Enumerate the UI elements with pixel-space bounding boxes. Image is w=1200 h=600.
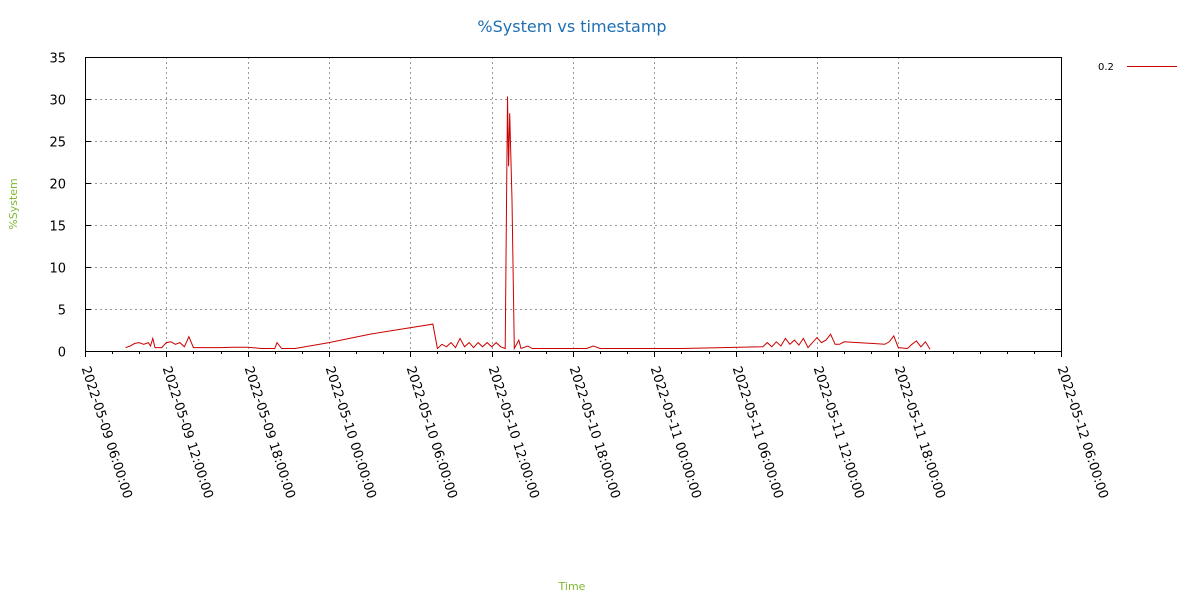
x-tick-label: 2022-05-10 12:00:00 <box>485 365 542 501</box>
x-tick-label: 2022-05-11 06:00:00 <box>729 365 786 501</box>
series-line <box>125 96 931 351</box>
x-tick-label: 2022-05-09 18:00:00 <box>241 365 298 501</box>
x-tick-label: 2022-05-11 12:00:00 <box>810 365 867 501</box>
grid <box>85 57 1061 351</box>
x-tick-label: 2022-05-09 06:00:00 <box>78 365 135 501</box>
x-tick-label: 2022-05-10 18:00:00 <box>566 365 623 501</box>
y-axis-title: %System <box>7 178 20 229</box>
legend-label: 0.2 <box>1098 62 1114 73</box>
x-tick-label: 2022-05-12 06:00:00 <box>1054 365 1111 501</box>
x-tick-label: 2022-05-11 18:00:00 <box>891 365 948 501</box>
y-tick-label: 0 <box>58 346 66 361</box>
y-tick-label: 35 <box>49 52 66 67</box>
x-axis-title: Time <box>558 580 586 593</box>
axis-ticks: 0 5 10 15 20 25 30 35 2022-05-09 06:00:00 2022-05… <box>49 52 1110 501</box>
y-tick-label: 25 <box>49 136 66 151</box>
legend: 0.2 <box>1098 62 1177 73</box>
y-tick-label: 5 <box>58 304 66 319</box>
x-tick-label: 2022-05-10 00:00:00 <box>322 365 379 501</box>
x-tick-label: 2022-05-11 00:00:00 <box>647 365 704 501</box>
y-tick-label: 10 <box>49 262 66 277</box>
x-tick-label: 2022-05-10 06:00:00 <box>403 365 460 501</box>
series-layer <box>125 96 931 351</box>
chart-title: %System vs timestamp <box>477 17 666 36</box>
x-tick-label: 2022-05-09 12:00:00 <box>159 365 216 501</box>
y-tick-label: 15 <box>49 220 66 235</box>
y-tick-label: 30 <box>49 94 66 109</box>
y-tick-label: 20 <box>49 178 66 193</box>
